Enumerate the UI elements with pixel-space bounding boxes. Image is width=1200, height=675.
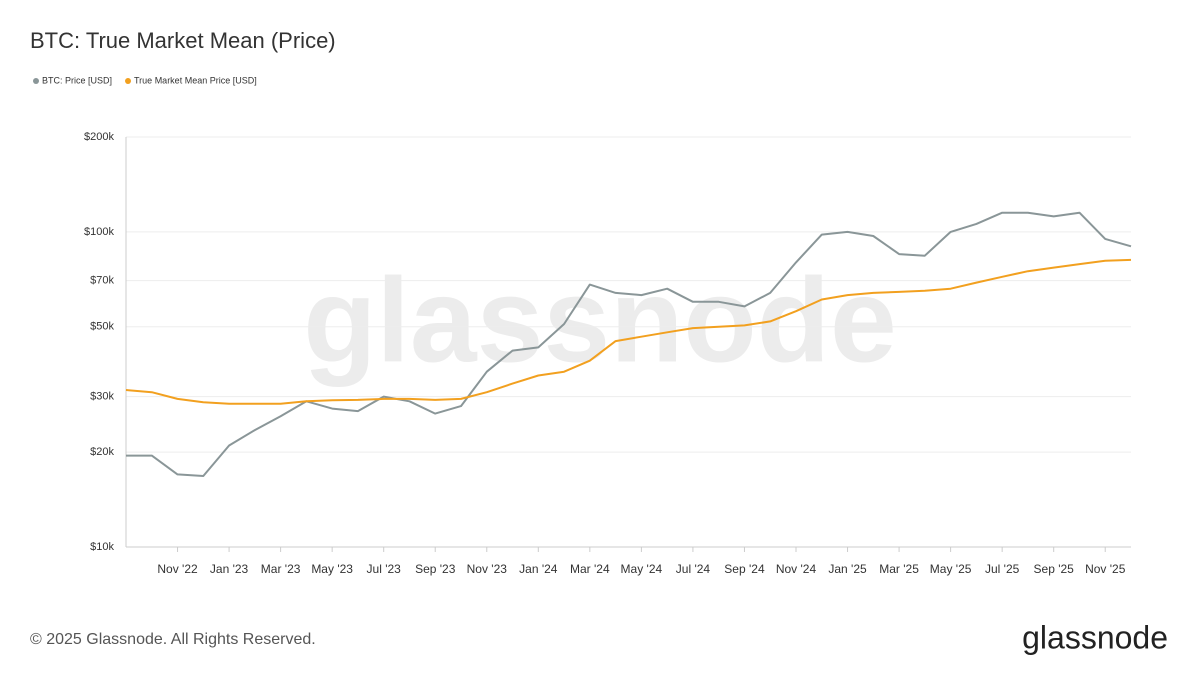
y-tick-label: $20k (90, 446, 114, 458)
logo: glassnode (1022, 619, 1168, 655)
x-tick-label: May '23 (311, 562, 353, 576)
x-tick-label: Sep '23 (415, 562, 456, 576)
y-tick-label: $30k (90, 391, 114, 403)
x-tick-label: Jul '24 (676, 562, 711, 576)
x-tick-label: Nov '25 (1085, 562, 1126, 576)
y-tick-label: $200k (84, 131, 114, 143)
legend-marker (125, 78, 132, 84)
x-tick-label: Jul '25 (985, 562, 1020, 576)
x-tick-label: Nov '23 (467, 562, 508, 576)
legend-marker (33, 78, 39, 84)
x-tick-label: Sep '24 (724, 562, 765, 576)
y-tick-label: $10k (90, 541, 114, 553)
x-tick-label: Sep '25 (1034, 562, 1075, 576)
legend-label: True Market Mean Price [USD] (134, 75, 257, 85)
copyright: © 2025 Glassnode. All Rights Reserved. (30, 631, 316, 648)
series-line (126, 211, 1132, 477)
legend-label: BTC: Price [USD] (42, 75, 112, 85)
chart-title: BTC: True Market Mean (Price) (30, 28, 336, 53)
x-tick-label: Jan '23 (210, 562, 249, 576)
x-tick-label: Mar '23 (261, 562, 301, 576)
x-tick-label: Nov '22 (157, 562, 198, 576)
x-tick-label: Mar '25 (879, 562, 919, 576)
x-tick-label: Mar '24 (570, 562, 610, 576)
y-tick-label: $70k (90, 275, 114, 287)
x-tick-label: Jan '25 (828, 562, 867, 576)
x-tick-label: Jan '24 (519, 562, 558, 576)
x-tick-label: May '25 (930, 562, 972, 576)
y-tick-label: $50k (90, 321, 114, 333)
x-tick-label: May '24 (621, 562, 663, 576)
series-line (125, 258, 1132, 405)
y-tick-label: $100k (84, 226, 114, 238)
x-tick-label: Nov '24 (776, 562, 817, 576)
watermark: glassnode (303, 254, 897, 388)
x-tick-label: Jul '23 (367, 562, 402, 576)
